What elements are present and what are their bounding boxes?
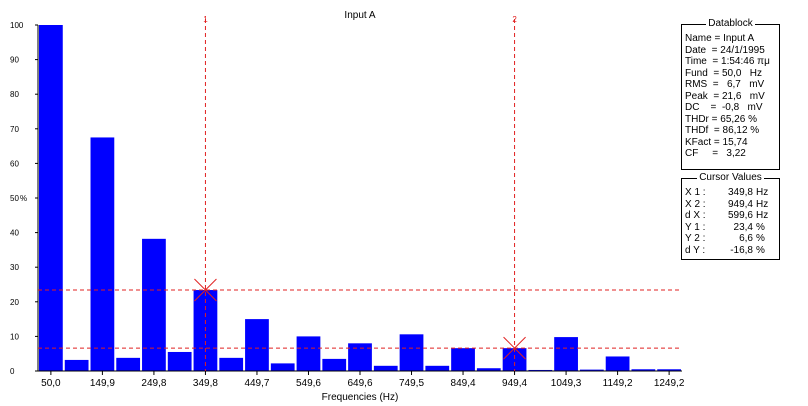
cursor-value-number: 349,8 [727, 187, 753, 198]
datablock-line: DC = -0,8 mV [685, 102, 763, 113]
datablock-line: THDr = 65,26 % [685, 113, 757, 125]
x-tick-label: 149,9 [90, 378, 115, 389]
data-bar [451, 348, 475, 371]
cursor-value-label: Y 2 : [685, 233, 706, 244]
data-bar [631, 369, 656, 371]
datablock-line: Peak = 21,6 mV [685, 90, 765, 102]
data-bar [373, 365, 398, 371]
cursor-values-panel: Cursor Values X 1 :349,8 Hz X 2 :949,4 Hz d … [681, 172, 780, 260]
data-bar [219, 357, 244, 371]
data-bar [528, 369, 553, 371]
x-tick-label: 449,7 [244, 378, 269, 389]
data-bar [605, 356, 630, 371]
x-tick-label: 949,4 [502, 378, 527, 389]
cursor-value-label: d X : [685, 210, 706, 221]
y-tick-label: 30 [10, 263, 19, 272]
cursor-label: 1 [203, 15, 208, 24]
cursor-marker [194, 278, 217, 302]
data-bar [142, 238, 166, 371]
cursor-value-unit: Hz [756, 210, 769, 221]
cursor-value-number: 6,6 [739, 233, 753, 244]
data-bar [116, 357, 141, 371]
data-bar [348, 343, 372, 371]
datablock-line: Name = Input A [685, 33, 755, 44]
cursor-value-unit: Hz [756, 198, 769, 210]
data-bar [296, 336, 321, 371]
cursor-value-row: d X : 599,6 Hz [685, 210, 776, 222]
x-tick-label: 1149,2 [603, 378, 633, 389]
data-bar [322, 358, 347, 371]
cursor-label: 2 [512, 15, 517, 24]
y-tick-label: 80 [10, 90, 19, 99]
data-bar [64, 359, 89, 371]
y-tick-label: 60 [10, 159, 19, 168]
cursor-value-unit: % [756, 221, 765, 233]
datablock-line: Fund = 50,0 Hz [685, 67, 762, 79]
datablock-line: RMS = 6,7 mV [685, 79, 765, 90]
x-tick-label: 749,5 [399, 378, 424, 389]
x-tick-label: 349,8 [193, 378, 218, 389]
chart-title: Input A [344, 10, 375, 21]
datablock-line: CF = 3,22 [685, 148, 746, 159]
data-bar [657, 369, 681, 371]
data-bar [39, 25, 63, 371]
y-tick-label: 40 [10, 229, 19, 238]
x-tick-label: 549,6 [296, 378, 321, 389]
x-tick-label: 849,4 [451, 378, 476, 389]
cursor-value-number: 23,4 [733, 221, 753, 233]
data-bar [90, 137, 115, 371]
x-tick-label: 249,8 [141, 378, 166, 389]
cursor-marker [503, 336, 526, 360]
cursor-value-row: X 2 : 949,4 Hz [685, 199, 776, 211]
cursor-value-unit: Hz [756, 187, 769, 198]
cursor-value-unit: % [756, 244, 765, 256]
datablock-line: THDf = 86,12 % [685, 125, 760, 136]
data-bar [579, 369, 604, 371]
y-tick-label: 0 [10, 367, 15, 376]
data-bar [425, 365, 450, 371]
data-bar [270, 363, 295, 371]
datablock-line: Time = 1:54:46 πμ [685, 56, 770, 67]
datablock-title: Datablock [706, 18, 755, 29]
cursor-value-row: Y 2 : 6,6% [685, 233, 776, 245]
x-tick-label: 1049,3 [551, 378, 582, 389]
cursor-value-label: Y 1 : [685, 221, 706, 233]
x-axis-label: Frequencies (Hz) [322, 392, 399, 403]
cursor-value-row: d Y : -16,8% [685, 245, 776, 257]
cursor-value-label: X 1 : [685, 187, 706, 198]
y-tick-label: 100 [10, 21, 24, 30]
y-tick-label: 10 [10, 332, 19, 341]
y-tick-label: 70 [10, 125, 19, 134]
x-tick-label: 1249,2 [654, 378, 685, 389]
y-tick-label: 50 [10, 194, 19, 203]
cursor-value-unit: % [756, 233, 765, 244]
cursor-value-label: d Y : [685, 244, 706, 256]
y-tick-label: 20 [10, 298, 19, 307]
cursor-values-title: Cursor Values [697, 172, 764, 183]
data-bar [476, 368, 501, 371]
data-bar [167, 351, 192, 371]
x-tick-label: 50,0 [41, 378, 61, 389]
data-bar [554, 337, 578, 371]
datablock-line: KFact = 15,74 [685, 136, 748, 148]
cursor-value-row: X 1 : 349,8 Hz [685, 187, 776, 199]
data-bar [399, 334, 424, 371]
cursor-value-row: Y 1 : 23,4% [685, 222, 776, 234]
y-axis-unit-label: % [20, 194, 27, 203]
cursor-value-number: 949,4 [727, 198, 753, 210]
cursor-value-number: -16,8 [730, 244, 753, 256]
cursor-value-number: 599,6 [727, 210, 753, 221]
x-tick-label: 649,6 [347, 378, 372, 389]
y-tick-label: 90 [10, 56, 19, 65]
data-bar [245, 319, 269, 371]
datablock-line: Date = 24/1/1995 [685, 44, 765, 56]
datablock-panel: Datablock Name = Input A Date = 24/1/1995… [681, 18, 780, 170]
cursor-value-label: X 2 : [685, 198, 706, 210]
